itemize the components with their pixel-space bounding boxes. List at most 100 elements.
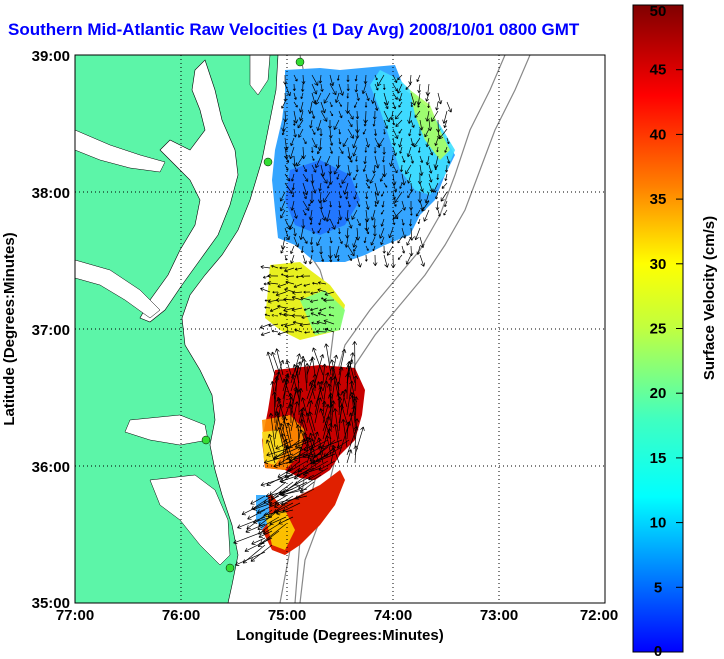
velocity-arrow [328,376,334,392]
velocity-arrow [370,236,376,246]
velocity-arrow [355,110,360,120]
velocity-arrow [330,376,338,408]
velocity-arrow [417,101,421,108]
velocity-arrow [290,173,295,182]
velocity-arrow [314,92,322,105]
velocity-arrow [274,398,281,416]
velocity-arrow [407,191,412,199]
velocity-arrow [383,182,388,188]
velocity-arrow [266,446,294,457]
velocity-arrow [425,92,430,102]
velocity-arrow [293,227,297,237]
velocity-patch-north-cyan [370,70,455,195]
velocity-arrow [291,191,295,198]
velocity-arrow [319,128,323,137]
velocity-arrow [317,312,327,317]
velocity-arrow [316,320,327,325]
velocity-arrow [382,146,386,155]
velocity-arrow [329,200,333,208]
velocity-arrow [410,155,414,164]
velocity-arrow [271,313,279,317]
velocity-arrow [284,182,293,194]
velocity-arrow [293,209,298,219]
velocity-arrow [341,173,349,184]
velocity-arrow [365,182,370,189]
velocity-arrow [398,92,403,102]
velocity-arrow [443,119,448,129]
velocity-arrow [435,200,440,211]
velocity-arrow [382,83,386,90]
velocity-arrow [365,245,369,251]
velocity-arrow [311,164,317,173]
velocity-arrow [312,453,336,465]
velocity-arrow [410,119,415,128]
velocity-arrow [252,502,273,511]
velocity-arrow [284,164,289,171]
velocity-arrow [432,182,439,193]
velocity-arrow [338,83,344,96]
velocity-arrow [311,321,319,325]
velocity-arrow [337,218,340,225]
velocity-arrow [372,110,377,120]
pamlico-sound [149,474,231,566]
velocity-arrow [309,307,319,312]
x-axis: 77:00 76:00 75:00 74:00 73:00 72:00 Long… [56,607,618,644]
velocity-arrow [275,291,287,297]
velocity-arrow [329,218,336,230]
velocity-arrow [244,537,273,553]
velocity-arrow [417,218,421,225]
velocity-arrow [444,146,448,153]
velocity-arrow [293,92,297,100]
velocity-arrow [338,182,342,188]
velocity-arrow [355,128,360,139]
velocity-arrow [381,200,385,208]
velocity-arrow [374,101,379,111]
velocity-arrow [408,74,413,85]
velocity-arrow [264,306,271,309]
velocity-arrow [293,283,303,289]
velocity-arrow [320,254,325,262]
velocity-arrow [362,164,367,172]
velocity-patch-north-dark [285,160,360,235]
y-tick-label: 39:00 [32,48,70,65]
velocity-arrow [300,245,304,254]
velocity-arrow [311,137,318,149]
velocity-arrow [397,74,403,81]
velocity-arrow [372,218,377,229]
velocity-arrow [407,173,412,184]
velocity-arrow [237,516,266,529]
velocity-arrow [279,266,287,270]
velocity-arrow [334,92,340,103]
velocity-arrow [279,474,301,483]
velocity-arrow [374,128,378,136]
velocity-arrow [347,245,355,257]
velocity-arrow [442,110,448,124]
velocity-arrow [413,137,421,148]
velocity-arrow [336,173,340,180]
y-axis: 39:00 38:00 37:00 36:00 35:00 Latitude (… [1,48,70,612]
velocity-arrow [273,460,294,468]
velocity-arrow [336,392,348,424]
velocity-arrow [444,173,448,181]
velocity-arrow [417,146,421,153]
velocity-arrow [320,173,328,184]
velocity-arrow [355,227,361,241]
colorbar-tick-label: 30 [650,256,667,273]
velocity-arrow [292,290,303,295]
velocity-patch-north-green [410,90,450,160]
velocity-arrow [300,418,308,440]
velocity-arrow [280,488,308,497]
velocity-arrow [271,351,284,384]
velocity-arrow [346,426,359,456]
velocity-arrow [373,146,377,154]
velocity-arrow [414,110,421,118]
velocity-arrow [267,433,276,456]
x-tick-label: 75:00 [268,607,306,624]
velocity-arrow [446,101,453,113]
velocity-arrow [284,287,295,293]
velocity-arrow [266,351,276,376]
radar-station-marker [201,435,211,445]
velocity-arrow [324,155,331,167]
velocity-arrow [329,254,333,263]
